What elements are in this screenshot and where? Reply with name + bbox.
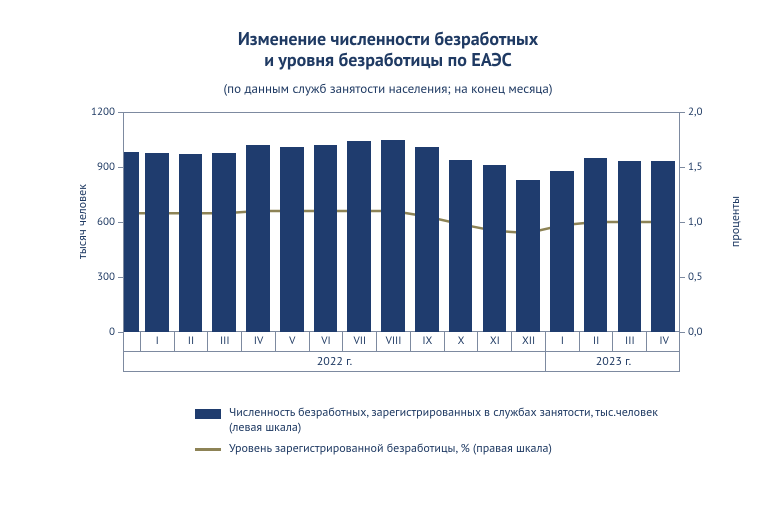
month-label: III [208,334,241,348]
plot-area: 030060090012000,00,51,01,52,0 [123,112,680,332]
month-cell: II [175,332,209,351]
month-cell: I [546,332,580,351]
y-axis-right-label: проценты [728,196,743,247]
bar [347,141,371,332]
chart-title-line1: Изменение численности безработных [238,27,538,50]
chart-subtitle: (по данным служб занятости населения; на… [0,80,776,97]
bar [246,145,270,332]
bar [212,153,236,332]
bar [449,160,473,332]
bar [584,158,608,332]
month-label: IX [411,334,444,348]
bar [145,153,169,332]
month-label: XII [512,334,545,348]
month-label: V [276,334,309,348]
bar [483,165,507,332]
legend-item-line: Уровень зарегистрированной безработицы, … [195,441,665,456]
bar [179,154,203,332]
year-group: 2022 г. [124,352,546,371]
month-label: I [141,334,174,348]
month-label: VIII [377,334,410,348]
legend-swatch-line [195,448,221,451]
month-cell: I [141,332,175,351]
month-label: II [175,334,208,348]
month-label: VII [343,334,376,348]
bar [550,171,574,332]
month-cell: IX [411,332,445,351]
legend: Численность безработных, зарегистрирован… [195,405,665,462]
figure-root: Изменение численности безработных и уров… [0,0,776,519]
month-cell: XI [478,332,512,351]
y-axis-left-label: тысяч человек [75,184,90,259]
month-cell: VI [310,332,344,351]
month-cell: IV [242,332,276,351]
month-cell: XII [512,332,546,351]
chart-title-line2: и уровня безработицы по ЕАЭС [264,48,512,71]
bar [618,161,642,332]
month-label: II [580,334,613,348]
legend-item-bars: Численность безработных, зарегистрирован… [195,405,665,435]
month-label: IV [647,334,681,348]
month-cell: VIII [377,332,411,351]
month-cell: VII [343,332,377,351]
month-label: X [445,334,478,348]
month-cell: X [445,332,479,351]
legend-swatch-bar [195,409,221,419]
bar [516,180,540,332]
month-label: I [546,334,579,348]
bar [651,161,675,332]
month-cell: III [208,332,242,351]
month-label: XI [478,334,511,348]
month-cell: IV [647,332,681,351]
month-cell: V [276,332,310,351]
x-axis-year-row: 2022 г.2023 г. [123,352,680,372]
x-axis-month-row: IIIIIIIVVVIVIIVIIIIXXXIXIIIIIIIIIV [123,332,680,352]
legend-label-bars: Численность безработных, зарегистрирован… [229,405,665,435]
chart-title: Изменение численности безработных и уров… [0,28,776,70]
bar [314,145,338,332]
year-group: 2023 г. [546,352,681,371]
bar [124,152,139,332]
month-label: IV [242,334,275,348]
month-cell: III [613,332,647,351]
bar [415,147,439,332]
legend-label-line: Уровень зарегистрированной безработицы, … [229,441,665,456]
bar [280,147,304,332]
bar [381,140,405,333]
month-label: III [613,334,646,348]
month-cell: II [580,332,614,351]
month-label: VI [310,334,343,348]
